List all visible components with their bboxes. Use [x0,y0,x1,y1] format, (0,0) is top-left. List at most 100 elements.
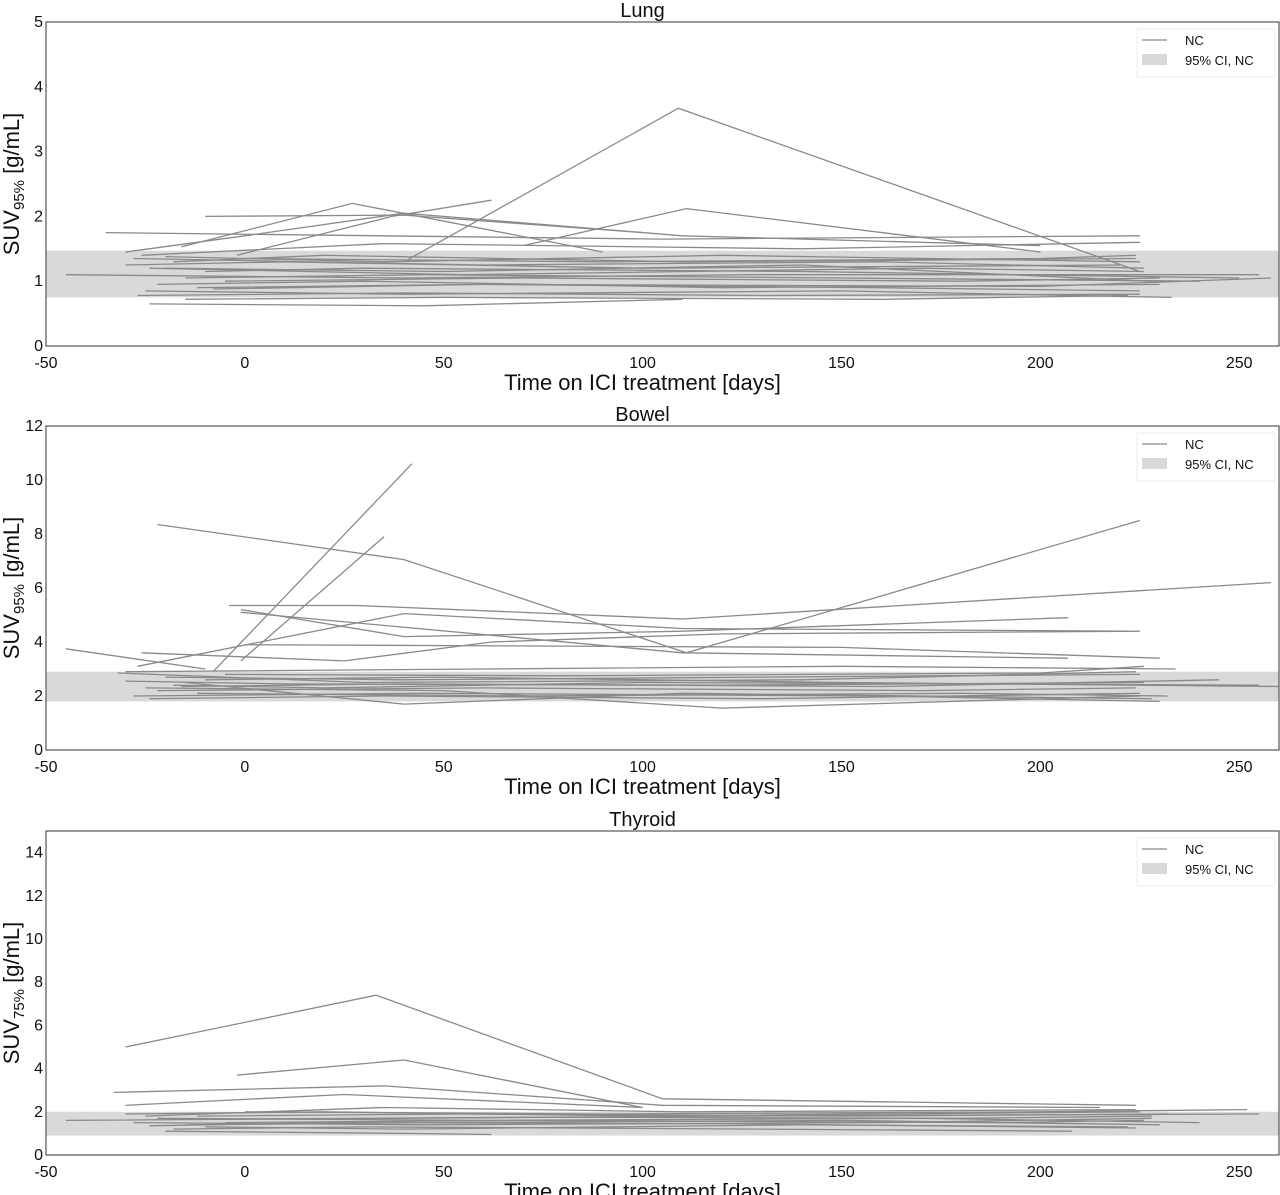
axes-frame [45,830,1280,1156]
series-line-9 [244,644,1160,659]
series-line-21 [197,692,1168,697]
series-line-7 [141,241,1140,256]
series-line-3 [125,1093,643,1109]
series-line-16 [149,1121,1136,1129]
x-tick-label: 0 [240,1164,249,1181]
x-tick-label: 0 [240,355,249,372]
series-line-15 [197,1113,1168,1117]
series-line-2 [113,1085,1101,1109]
x-tick-label: 250 [1226,759,1253,776]
y-label-subscript: 95% [11,180,28,210]
legend: NC 95% CI, NC [1136,28,1276,78]
y-tick-label: 6 [34,580,43,597]
y-tick-label: 8 [34,526,43,543]
y-tick-label: 4 [34,1061,43,1078]
series-line-12 [173,1126,1073,1132]
y-label-subscript: 75% [11,989,28,1019]
y-tick-label: 14 [25,845,43,862]
x-tick-label: 100 [629,1164,656,1181]
series-line-1 [236,1059,643,1109]
x-tick-label: -50 [34,355,57,372]
series-line-8 [141,630,1140,662]
series-line-0 [125,994,1136,1106]
series-line-20 [224,665,1144,677]
legend-label-ci: 95% CI, NC [1185,457,1254,472]
x-tick-label: -50 [34,759,57,776]
series-line-18 [205,676,1280,688]
series-line-6 [125,212,1041,253]
series-line-0 [403,107,1141,273]
series-line-4 [229,581,1272,620]
x-axis-label: Time on ICI treatment [days] [504,1179,781,1195]
y-tick-label: 2 [34,208,43,225]
y-tick-label: 4 [34,79,43,96]
x-tick-label: 150 [828,355,855,372]
series-line-21 [224,277,1160,282]
x-tick-label: 50 [435,355,453,372]
x-tick-label: 200 [1027,759,1054,776]
legend-label-nc: NC [1185,842,1204,857]
series-line-2 [157,519,1140,654]
y-tick-label: 8 [34,974,43,991]
legend-label-ci: 95% CI, NC [1185,862,1254,877]
series-line-3 [236,199,492,256]
subplot-thyroid: Thyroid-50 0 50 100 150 200 25002468101214Time… [0,809,1280,1195]
x-axis-label: Time on ICI treatment [days] [504,774,781,799]
subplot-title: Thyroid [609,809,676,831]
y-label-unit: [g/mL] [0,922,24,989]
legend-box [1136,837,1276,887]
y-label-main: SUV [0,614,24,660]
legend-band-swatch [1142,863,1167,874]
series-line-19 [205,267,1240,279]
series-line-19 [149,692,1140,700]
x-tick-label: 100 [629,355,656,372]
legend-label-ci: 95% CI, NC [1185,53,1254,68]
legend-box [1136,432,1276,482]
y-tick-label: 4 [34,634,43,651]
series-line-10 [125,665,1176,673]
y-tick-label: 12 [25,418,43,435]
y-tick-label: 0 [34,742,43,759]
y-tick-label: 3 [34,144,43,161]
series-line-22 [149,267,1144,276]
legend: NC 95% CI, NC [1136,432,1276,482]
series-line-20 [137,292,1140,297]
y-tick-label: 1 [34,273,43,290]
series-line-23 [181,679,1220,688]
y-tick-label: 12 [25,888,43,905]
series-line-24 [244,254,1136,263]
series-line-17 [157,687,1136,692]
legend-band-swatch [1142,54,1167,65]
y-tick-label: 0 [34,338,43,355]
x-tick-label: 250 [1226,1164,1253,1181]
subplot-title: Bowel [615,404,669,426]
y-label-unit: [g/mL] [0,517,24,584]
series-line-7 [137,612,1128,667]
series-line-3 [65,648,206,670]
axes-frame [45,425,1280,751]
x-axis-label: Time on ICI treatment [days] [504,370,781,395]
x-tick-label: 0 [240,759,249,776]
series-line-17 [197,283,1140,292]
series-line-5 [240,608,1069,638]
y-label-subscript: 95% [11,584,28,614]
legend-label-nc: NC [1185,33,1204,48]
y-label-main: SUV [0,210,24,256]
x-tick-label: 250 [1226,355,1253,372]
y-axis-label: SUV75% [g/mL] [0,922,28,1065]
y-axis-label: SUV95% [g/mL] [0,517,28,660]
series-line-23 [213,277,1272,290]
series-line-9 [149,298,683,307]
series-line-15 [125,261,1120,269]
x-tick-label: 200 [1027,355,1054,372]
x-tick-label: 100 [629,759,656,776]
series-line-0 [212,463,413,673]
y-label-unit: [g/mL] [0,113,24,180]
x-tick-label: 200 [1027,1164,1054,1181]
series-line-1 [181,202,603,253]
y-tick-label: 5 [34,14,43,31]
y-axis-label: SUV95% [g/mL] [0,113,28,256]
x-tick-label: 50 [435,759,453,776]
